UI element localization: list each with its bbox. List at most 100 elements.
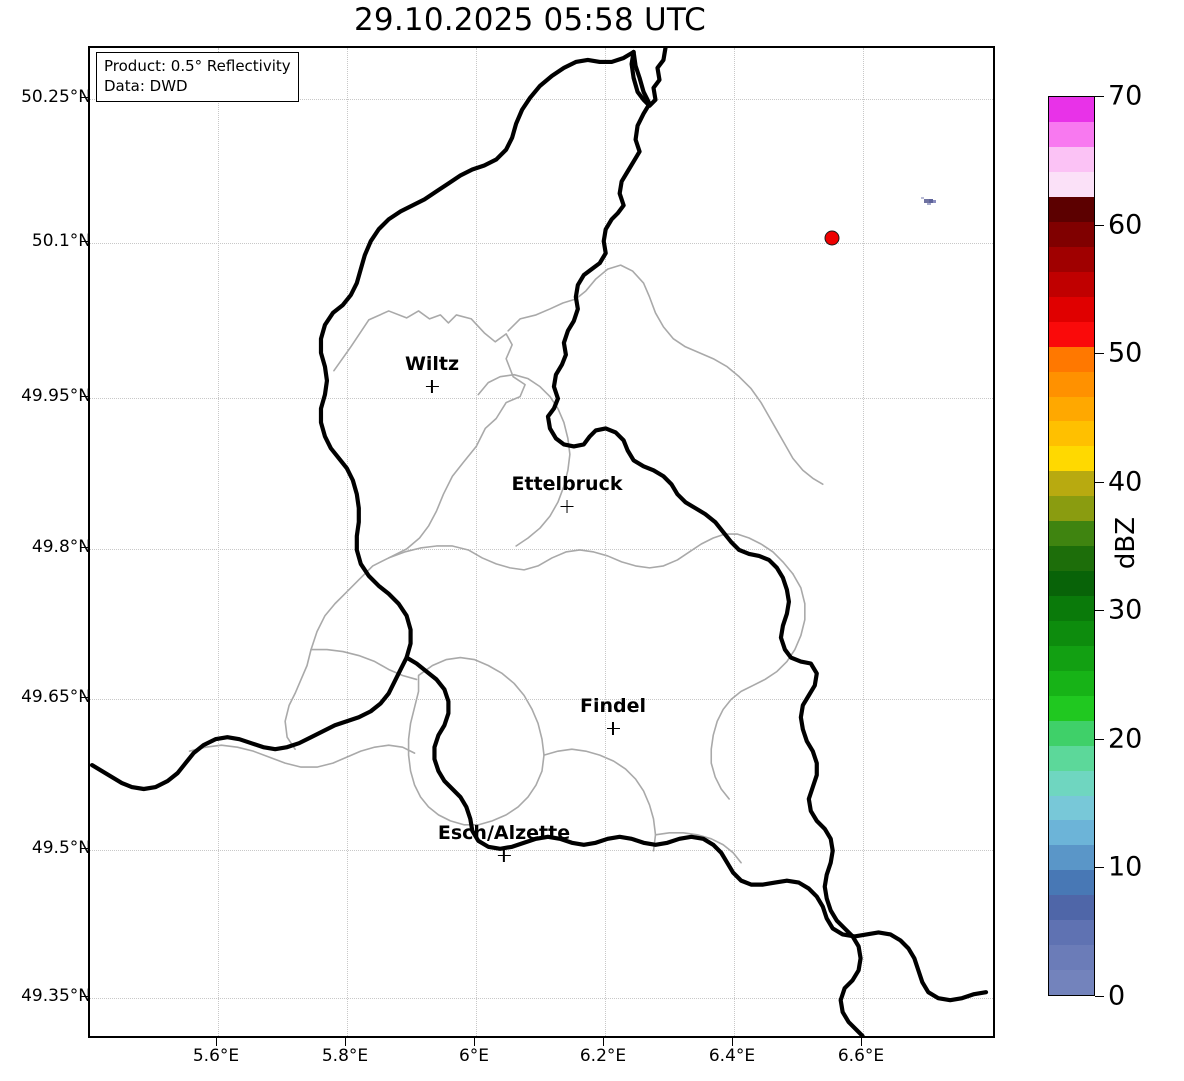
ytick-label-49.8: 49.8°N <box>31 537 91 557</box>
xtick-mark <box>732 1038 733 1046</box>
xtick-mark <box>474 1038 475 1046</box>
gridline-lat-50.1 <box>90 243 993 244</box>
national-border <box>90 48 989 1036</box>
colorbar-tick-label-20: 20 <box>1108 723 1143 755</box>
colorbar-band-7 <box>1049 795 1094 821</box>
radar-echo-cell <box>929 199 933 203</box>
radar-echo-cell <box>921 197 924 199</box>
colorbar-band-31 <box>1049 197 1094 222</box>
ytick-label-49.5: 49.5°N <box>31 838 91 858</box>
colorbar-tick <box>1095 225 1104 226</box>
info-box: Product: 0.5° Reflectivity Data: DWD <box>96 52 299 102</box>
ytick-label-50.25: 50.25°N <box>21 87 91 107</box>
ytick-mark <box>80 547 88 548</box>
map-frame[interactable]: Wiltz Ettelbruck Findel Esch/Alzette <box>88 46 995 1038</box>
colorbar-band-0 <box>1049 970 1094 995</box>
gridline-lon-5.6 <box>218 48 219 1036</box>
gridline-lon-6.0 <box>476 48 477 1036</box>
district-boundaries <box>188 264 824 864</box>
colorbar-band-24 <box>1049 371 1094 397</box>
ytick-mark <box>80 848 88 849</box>
colorbar-band-12 <box>1049 670 1094 696</box>
colorbar-band-4 <box>1049 870 1094 896</box>
xtick-mark <box>861 1038 862 1046</box>
colorbar-gradient <box>1048 96 1095 996</box>
ytick-mark <box>80 97 88 98</box>
ytick-label-49.65: 49.65°N <box>21 687 91 707</box>
gridline-lon-5.8 <box>347 48 348 1036</box>
colorbar-band-27 <box>1049 296 1094 322</box>
colorbar-band-20 <box>1049 471 1094 497</box>
colorbar-band-2 <box>1049 920 1094 946</box>
gridline-lat-50.25 <box>90 99 993 100</box>
xtick-label-6.6: 6.6°E <box>837 1046 885 1066</box>
colorbar-tick-label-10: 10 <box>1108 851 1143 883</box>
colorbar-band-13 <box>1049 645 1094 671</box>
radar-echo-cell <box>933 200 936 203</box>
xtick-label-6.0: 6°E <box>458 1046 490 1066</box>
colorbar-band-35 <box>1049 97 1094 123</box>
xtick-label-5.6: 5.6°E <box>192 1046 240 1066</box>
colorbar-tick <box>1095 610 1104 611</box>
ytick-label-49.95: 49.95°N <box>21 386 91 406</box>
colorbar-band-3 <box>1049 895 1094 921</box>
ytick-mark <box>80 996 88 997</box>
gridline-lon-6.6 <box>863 48 864 1036</box>
colorbar-tick-label-70: 70 <box>1108 80 1143 112</box>
colorbar-band-6 <box>1049 820 1094 846</box>
colorbar-band-11 <box>1049 695 1094 721</box>
colorbar-tick <box>1095 996 1104 997</box>
gridline-lat-49.5 <box>90 850 993 851</box>
colorbar-tick-label-0: 0 <box>1108 980 1126 1012</box>
gridline-lon-6.4 <box>734 48 735 1036</box>
ytick-mark <box>80 396 88 397</box>
colorbar-band-18 <box>1049 521 1094 547</box>
gridline-lat-49.8 <box>90 549 993 550</box>
colorbar-band-34 <box>1049 122 1094 148</box>
map-borders-svg <box>90 48 989 1036</box>
xtick-label-6.4: 6.4°E <box>708 1046 756 1066</box>
colorbar-band-30 <box>1049 221 1094 247</box>
xtick-mark <box>216 1038 217 1046</box>
colorbar-tick-label-40: 40 <box>1108 466 1143 498</box>
colorbar-band-23 <box>1049 396 1094 422</box>
colorbar-band-26 <box>1049 321 1094 347</box>
colorbar-tick <box>1095 96 1104 97</box>
gridline-lat-49.65 <box>90 699 993 700</box>
colorbar <box>1048 96 1095 996</box>
xtick-mark <box>345 1038 346 1046</box>
colorbar-band-1 <box>1049 945 1094 971</box>
gridline-lat-49.35 <box>90 998 993 999</box>
colorbar-band-22 <box>1049 421 1094 447</box>
colorbar-band-28 <box>1049 271 1094 297</box>
colorbar-band-32 <box>1049 172 1094 197</box>
ytick-mark <box>80 241 88 242</box>
colorbar-band-21 <box>1049 446 1094 472</box>
colorbar-band-17 <box>1049 546 1094 572</box>
colorbar-band-33 <box>1049 147 1094 173</box>
colorbar-band-19 <box>1049 496 1094 522</box>
gridline-lon-6.2 <box>605 48 606 1036</box>
radar-echo-cell <box>924 199 929 203</box>
colorbar-band-25 <box>1049 346 1094 372</box>
colorbar-band-5 <box>1049 845 1094 871</box>
ytick-label-49.35: 49.35°N <box>21 986 91 1006</box>
colorbar-band-10 <box>1049 720 1094 746</box>
map-plot-area[interactable]: Wiltz Ettelbruck Findel Esch/Alzette <box>90 48 993 1036</box>
gridline-lat-49.95 <box>90 398 993 399</box>
colorbar-band-16 <box>1049 571 1094 596</box>
colorbar-band-29 <box>1049 246 1094 272</box>
colorbar-band-9 <box>1049 745 1094 771</box>
colorbar-tick <box>1095 482 1104 483</box>
ytick-mark <box>80 697 88 698</box>
colorbar-band-14 <box>1049 620 1094 646</box>
radar-site-marker[interactable] <box>824 230 840 246</box>
page-title: 29.10.2025 05:58 UTC <box>354 2 706 38</box>
ytick-label-50.1: 50.1°N <box>31 231 91 251</box>
info-data-source: Data: DWD <box>104 76 188 95</box>
colorbar-tick-label-30: 30 <box>1108 594 1143 626</box>
colorbar-band-8 <box>1049 770 1094 796</box>
colorbar-tick <box>1095 353 1104 354</box>
colorbar-band-15 <box>1049 596 1094 621</box>
